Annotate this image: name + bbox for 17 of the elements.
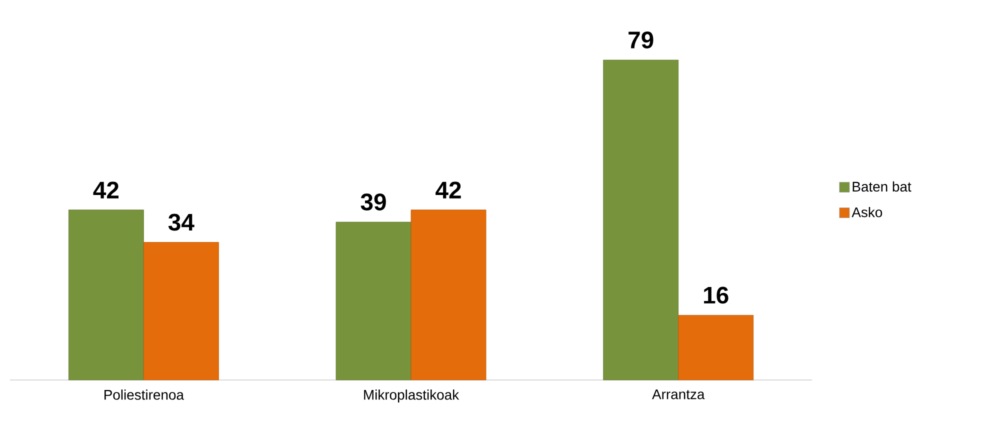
bar bbox=[410, 210, 486, 380]
bar bbox=[336, 222, 412, 380]
bar bbox=[68, 210, 144, 380]
data-label: 42 bbox=[436, 182, 461, 198]
x-tick-label: Poliestirenoa bbox=[104, 390, 184, 400]
bar bbox=[678, 314, 754, 380]
data-label: 34 bbox=[168, 214, 194, 231]
x-tick-label: Arrantza bbox=[652, 390, 705, 400]
legend-label: Baten bat bbox=[852, 181, 912, 192]
bar bbox=[143, 242, 219, 380]
data-label: 39 bbox=[360, 194, 386, 210]
bar bbox=[603, 60, 679, 380]
data-label: 79 bbox=[628, 32, 654, 48]
legend-label: Asko bbox=[852, 206, 882, 218]
data-label: 16 bbox=[704, 286, 728, 304]
x-tick-label: Mikroplastikoak bbox=[364, 390, 460, 403]
data-label: 42 bbox=[93, 182, 119, 198]
